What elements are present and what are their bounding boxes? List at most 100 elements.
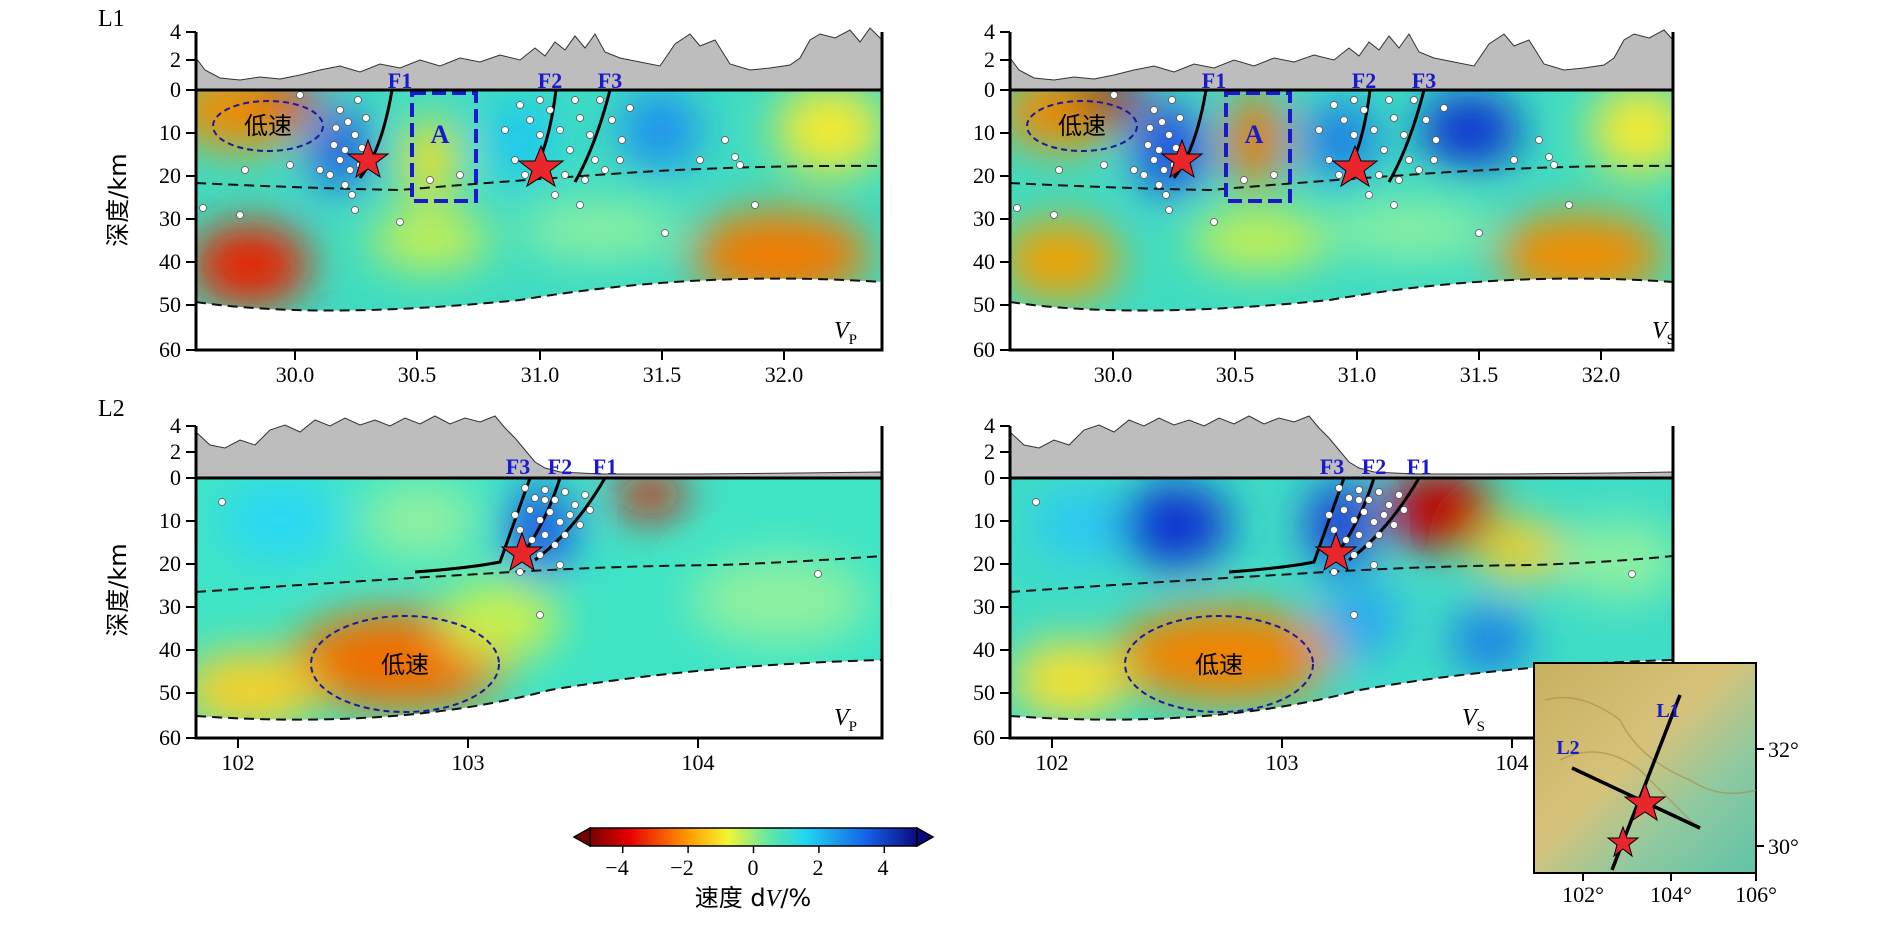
depth-tick-label: 20 xyxy=(159,163,181,188)
depth-tick-label: 60 xyxy=(159,725,181,750)
colorbar-label: 速度 dV/% xyxy=(695,884,811,912)
fault-label-f1: F1 xyxy=(593,454,617,479)
dashed-interface-line xyxy=(1009,555,1674,593)
inset-lon-tick: 106° xyxy=(1735,882,1777,907)
dashed-interface-line xyxy=(195,555,883,593)
surface-tick-label: 2 xyxy=(170,47,181,72)
panel-l2-vp: 深度/km F3 F2 F1 xyxy=(104,413,884,775)
dashed-interface-line xyxy=(195,164,883,192)
surface-tick-label: 0 xyxy=(170,465,181,490)
surface-tick-label: 4 xyxy=(170,413,181,438)
x-tick-label: 30.5 xyxy=(398,362,437,387)
colorbar-tick: 4 xyxy=(878,855,889,880)
panel-l2-vs: F3 F2 F1 低速 4 2 0 10 20 30 40 50 60 xyxy=(973,413,1675,775)
x-tick-label: 31.5 xyxy=(643,362,682,387)
low-velocity-label: 低速 xyxy=(1195,651,1243,679)
x-tick-label: 32.0 xyxy=(765,362,804,387)
topography-profile xyxy=(195,415,883,479)
topography-profile xyxy=(195,27,883,91)
fault-line-f3 xyxy=(573,89,612,183)
y-ticks xyxy=(186,31,196,351)
topography-profile xyxy=(1009,29,1674,91)
earthquake-star xyxy=(1623,781,1667,822)
panel-l1-vs: F1 F2 F3 低速 A xyxy=(973,19,1675,387)
x-tick-label: 104 xyxy=(682,750,715,775)
low-velocity-ellipse xyxy=(212,100,324,152)
surface-tick-label: 0 xyxy=(170,77,181,102)
colorbar-tick: 2 xyxy=(813,855,824,880)
fault-label-f2: F2 xyxy=(548,454,572,479)
earthquake-star xyxy=(1160,138,1204,179)
region-a-label: A xyxy=(1245,120,1264,149)
fault-label-f1: F1 xyxy=(1407,454,1431,479)
depth-tick-label: 40 xyxy=(973,637,995,662)
inset-label-l1: L1 xyxy=(1656,700,1679,722)
inset-label-l2: L2 xyxy=(1556,737,1579,759)
component-label: VS xyxy=(1462,705,1485,735)
x-tick-label: 104 xyxy=(1496,750,1529,775)
topography-profile xyxy=(1009,415,1674,479)
seismicity-cluster xyxy=(1032,484,1636,619)
earthquake-star xyxy=(1331,144,1379,188)
y-axis-label: 深度/km xyxy=(104,153,132,246)
depth-tick-label: 40 xyxy=(159,637,181,662)
depth-tick-label: 40 xyxy=(159,249,181,274)
dashed-interface-line xyxy=(195,277,883,312)
depth-tick-label: 20 xyxy=(973,163,995,188)
x-tick-label: 30.0 xyxy=(276,362,315,387)
inset-lon-tick: 104° xyxy=(1650,882,1692,907)
depth-tick-label: 30 xyxy=(159,594,181,619)
x-ticks xyxy=(237,738,699,748)
depth-tick-label: 30 xyxy=(973,594,995,619)
depth-tick-label: 50 xyxy=(159,680,181,705)
earthquake-star xyxy=(500,531,544,572)
depth-tick-label: 10 xyxy=(159,120,181,145)
x-tick-label: 30.5 xyxy=(1216,362,1255,387)
inset-lon-tick: 102° xyxy=(1562,882,1604,907)
row-label-l1: L1 xyxy=(98,6,125,32)
depth-tick-label: 60 xyxy=(973,725,995,750)
dashed-interface-line xyxy=(1009,164,1674,192)
low-velocity-ellipse xyxy=(1026,100,1138,152)
low-velocity-label: 低速 xyxy=(244,112,292,140)
depth-tick-label: 30 xyxy=(159,206,181,231)
low-velocity-label: 低速 xyxy=(381,651,429,679)
region-a-box xyxy=(1224,91,1292,203)
y-ticks xyxy=(1000,31,1010,351)
depth-tick-label: 10 xyxy=(973,120,995,145)
component-label: VP xyxy=(834,705,857,735)
panel-l1-vp: 深度/km F1 F2 F3 xyxy=(104,19,884,387)
x-tick-label: 31.0 xyxy=(1338,362,1377,387)
dashed-interface-line xyxy=(195,659,883,721)
dashed-interface-line xyxy=(1009,659,1674,721)
surface-tick-label: 2 xyxy=(984,47,995,72)
dashed-interface-line xyxy=(1009,277,1674,312)
depth-tick-label: 20 xyxy=(973,551,995,576)
component-label: VS xyxy=(1652,318,1675,348)
surface-tick-label: 4 xyxy=(984,413,995,438)
x-ticks xyxy=(1112,350,1602,360)
surface-tick-label: 4 xyxy=(170,19,181,44)
y-ticks xyxy=(1000,425,1010,739)
seismicity-cluster xyxy=(199,91,759,237)
x-tick-label: 32.0 xyxy=(1582,362,1621,387)
depth-tick-label: 50 xyxy=(159,292,181,317)
y-axis-label: 深度/km xyxy=(104,543,132,636)
depth-tick-label: 10 xyxy=(973,508,995,533)
earthquake-star xyxy=(517,144,565,188)
earthquake-star xyxy=(346,138,390,179)
x-tick-label: 31.5 xyxy=(1460,362,1499,387)
depth-tick-label: 40 xyxy=(973,249,995,274)
row-label-l2: L2 xyxy=(98,396,125,422)
earthquake-star xyxy=(1606,825,1640,858)
colorbar-tick: 0 xyxy=(748,855,759,880)
surface-tick-label: 2 xyxy=(170,439,181,464)
low-velocity-label: 低速 xyxy=(1058,112,1106,140)
colorbar: −4 −2 0 2 4 速度 dV/% xyxy=(572,826,935,912)
surface-tick-label: 0 xyxy=(984,77,995,102)
depth-tick-label: 50 xyxy=(973,292,995,317)
surface-tick-label: 2 xyxy=(984,439,995,464)
depth-tick-label: 50 xyxy=(973,680,995,705)
inset-lat-tick: 30° xyxy=(1768,834,1799,859)
fault-label-f3: F3 xyxy=(1320,454,1344,479)
